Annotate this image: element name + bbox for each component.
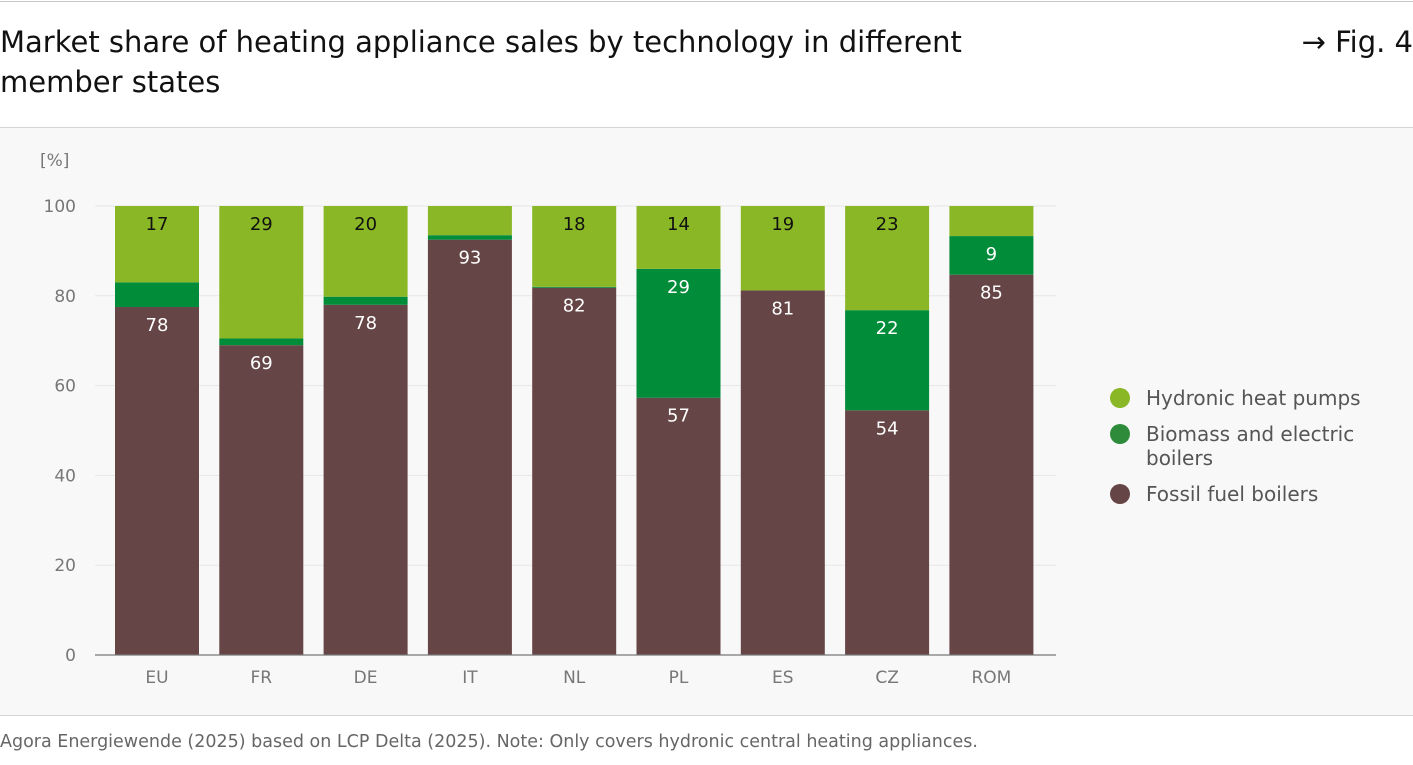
- data-label: 69: [250, 353, 273, 374]
- source-note: Agora Energiewende (2025) based on LCP D…: [0, 732, 978, 752]
- chart-title: Market share of heating appliance sales …: [0, 25, 962, 99]
- bar-segment-hydronic-heat-pumps-pl: [636, 206, 721, 269]
- x-tick-label: ES: [772, 668, 794, 688]
- y-tick-label: 20: [54, 556, 76, 576]
- data-label: 78: [354, 313, 377, 334]
- bar-segment-hydronic-heat-pumps-eu: [115, 206, 199, 283]
- legend-label: Fossil fuel boilers: [1146, 482, 1319, 506]
- data-label: 29: [250, 214, 273, 235]
- y-axis-label: [%]: [40, 151, 69, 171]
- bar-segment-fossil-fuel-boilers-es: [740, 290, 825, 655]
- bar-segment-fossil-fuel-boilers-de: [323, 304, 408, 655]
- stacked-bar-chart: 0 20 40 60 80 100 [%] 78 17 EU 69 29 FR 78 20 DE 93 IT 82 1…: [40, 151, 1056, 688]
- data-label: 85: [980, 283, 1003, 304]
- x-tick-label: CZ: [875, 668, 899, 688]
- bar-segment-fossil-fuel-boilers-it: [427, 239, 512, 656]
- figure-reference: → Fig. 4: [1301, 25, 1413, 59]
- x-tick-label: ROM: [971, 668, 1011, 688]
- bar-segment-fossil-fuel-boilers-nl: [532, 287, 617, 655]
- bar-segment-hydronic-heat-pumps-fr: [219, 206, 304, 339]
- legend-item-hydronic-heat-pumps: Hydronic heat pumps: [1110, 386, 1400, 410]
- bar-segment-fossil-fuel-boilers-pl: [636, 397, 721, 655]
- bar-segment-biomass-and-electric-boilers-eu: [115, 282, 199, 308]
- legend: Hydronic heat pumps Biomass and electric…: [1110, 386, 1400, 518]
- x-tick-label: IT: [462, 668, 478, 688]
- bar-segment-biomass-and-electric-boilers-fr: [219, 338, 304, 346]
- data-label: 57: [667, 406, 690, 427]
- bar-segment-biomass-and-electric-boilers-cz: [845, 310, 930, 411]
- data-label: 18: [563, 214, 586, 235]
- top-rule: [0, 1, 1413, 2]
- legend-item-fossil-fuel-boilers: Fossil fuel boilers: [1110, 482, 1400, 506]
- y-tick-label: 100: [44, 197, 76, 217]
- bar-segment-fossil-fuel-boilers-eu: [115, 307, 199, 655]
- x-tick-label: DE: [354, 668, 378, 688]
- legend-swatch-hydronic-heat-pumps: [1110, 388, 1130, 408]
- legend-label: Biomass and electric boilers: [1146, 422, 1355, 470]
- bar-segment-fossil-fuel-boilers-fr: [219, 345, 304, 655]
- data-label: 54: [876, 418, 899, 439]
- bar-segment-biomass-and-electric-boilers-pl: [636, 268, 721, 398]
- data-label: 81: [771, 298, 794, 319]
- bar-segment-hydronic-heat-pumps-it: [427, 206, 512, 236]
- bar-segment-biomass-and-electric-boilers-de: [323, 296, 408, 305]
- y-tick-label: 60: [54, 377, 76, 397]
- bar-segment-biomass-and-electric-boilers-nl: [532, 286, 617, 288]
- bar-segment-biomass-and-electric-boilers-rom: [949, 236, 1034, 275]
- x-tick-label: EU: [145, 668, 168, 688]
- bar-segment-hydronic-heat-pumps-cz: [845, 206, 930, 311]
- data-label: 29: [667, 277, 690, 298]
- y-tick-label: 0: [65, 646, 76, 666]
- data-label: 20: [354, 214, 377, 235]
- y-tick-label: 40: [54, 466, 76, 486]
- legend-swatch-biomass-electric-boilers: [1110, 424, 1130, 444]
- bar-segment-hydronic-heat-pumps-de: [323, 206, 408, 297]
- legend-swatch-fossil-fuel-boilers: [1110, 484, 1130, 504]
- data-label: 23: [876, 214, 899, 235]
- data-label: 93: [458, 248, 481, 269]
- bar-segment-fossil-fuel-boilers-rom: [949, 274, 1034, 655]
- data-label: 82: [563, 296, 586, 317]
- bar-segment-hydronic-heat-pumps-nl: [532, 206, 617, 287]
- legend-item-biomass-electric-boilers: Biomass and electric boilers: [1110, 422, 1400, 470]
- data-label: 22: [876, 318, 899, 339]
- bar-segment-fossil-fuel-boilers-cz: [845, 410, 930, 655]
- y-tick-label: 80: [54, 287, 76, 307]
- bar-segment-biomass-and-electric-boilers-it: [427, 235, 512, 240]
- x-tick-label: NL: [563, 668, 586, 688]
- data-label: 17: [146, 214, 169, 235]
- x-tick-label: PL: [669, 668, 689, 688]
- data-label: 9: [986, 244, 997, 265]
- data-label: 14: [667, 214, 690, 235]
- chart-panel: 0 20 40 60 80 100 [%] 78 17 EU 69 29 FR 78 20 DE 93 IT 82 1…: [0, 127, 1413, 716]
- x-tick-label: FR: [251, 668, 273, 688]
- bar-segment-hydronic-heat-pumps-es: [740, 206, 825, 291]
- data-label: 78: [146, 315, 169, 336]
- bar-segment-hydronic-heat-pumps-rom: [949, 206, 1034, 237]
- legend-label: Hydronic heat pumps: [1146, 386, 1361, 410]
- data-label: 19: [771, 214, 794, 235]
